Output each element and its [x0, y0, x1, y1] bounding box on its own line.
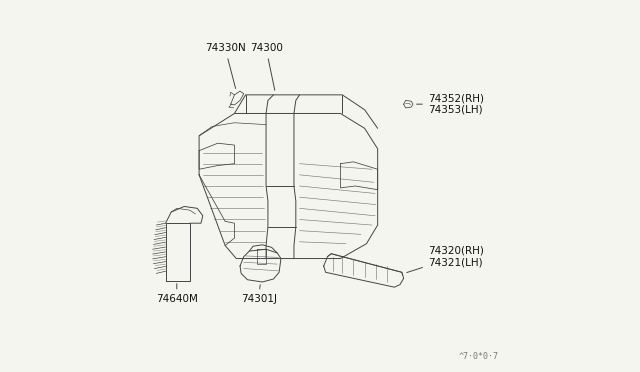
Text: ^7·0*0·7: ^7·0*0·7 [458, 352, 499, 361]
Text: 74320(RH)
74321(LH): 74320(RH) 74321(LH) [406, 246, 484, 273]
Text: 74352(RH)
74353(LH): 74352(RH) 74353(LH) [417, 93, 484, 115]
Text: 74330N: 74330N [205, 44, 246, 89]
Text: 74640M: 74640M [156, 283, 198, 304]
Text: 74301J: 74301J [241, 285, 276, 304]
Text: 74300: 74300 [250, 44, 282, 90]
